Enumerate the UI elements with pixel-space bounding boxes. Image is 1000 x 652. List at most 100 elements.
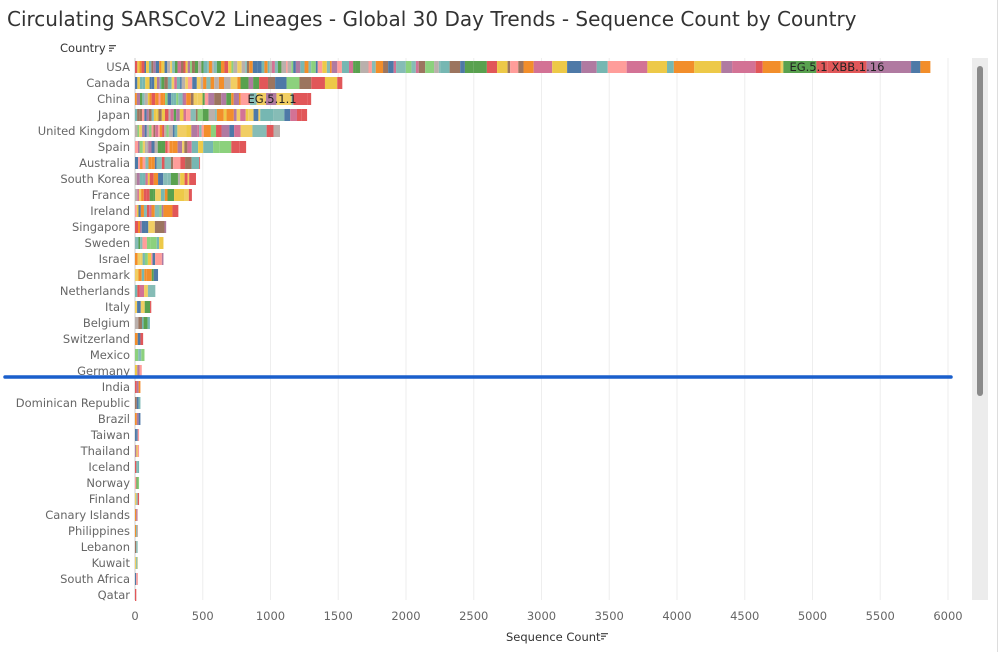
bar-segment[interactable] [148, 221, 155, 233]
bar-segment[interactable] [135, 77, 138, 89]
bar[interactable] [135, 589, 137, 601]
bar-segment[interactable] [136, 493, 138, 505]
bar-segment[interactable] [136, 525, 138, 537]
bar-segment[interactable] [188, 189, 192, 201]
bar-segment[interactable] [375, 61, 384, 73]
bar-segment[interactable] [167, 173, 171, 185]
bar-segment[interactable] [510, 61, 519, 73]
bar-segment[interactable] [177, 125, 181, 137]
bar-segment[interactable] [694, 61, 722, 73]
bar-segment[interactable] [257, 61, 262, 73]
bar-segment[interactable] [135, 413, 137, 425]
bar-segment[interactable] [144, 125, 147, 137]
bar-segment[interactable] [147, 253, 151, 265]
bar-segment[interactable] [137, 77, 140, 89]
bar-segment[interactable] [291, 93, 294, 105]
bar-segment[interactable] [216, 61, 221, 73]
bar-segment[interactable] [187, 61, 191, 73]
bar-segment[interactable] [155, 125, 159, 137]
bar-segment[interactable] [163, 173, 168, 185]
bar-segment[interactable] [920, 61, 931, 73]
bar-segment[interactable] [135, 365, 138, 377]
bar[interactable] [135, 541, 138, 553]
bar-segment[interactable] [147, 285, 156, 297]
bar-segment[interactable] [145, 157, 149, 169]
bar-segment[interactable] [146, 109, 149, 121]
bar-segment[interactable] [201, 125, 204, 137]
bar-segment[interactable] [199, 157, 201, 169]
bar-segment[interactable] [135, 205, 137, 217]
bar-segment[interactable] [172, 205, 179, 217]
bar-segment[interactable] [233, 61, 238, 73]
bar-segment[interactable] [208, 93, 215, 105]
bar-segment[interactable] [278, 61, 282, 73]
bar-segment[interactable] [153, 125, 156, 137]
bar-segment[interactable] [151, 269, 154, 281]
bar-segment[interactable] [203, 77, 207, 89]
bar-segment[interactable] [393, 61, 397, 73]
bar-segment[interactable] [176, 109, 180, 121]
bar-segment[interactable] [135, 301, 138, 313]
bar-segment[interactable] [151, 157, 155, 169]
bar-segment[interactable] [267, 77, 276, 89]
bar[interactable] [135, 429, 140, 441]
bar-segment[interactable] [165, 141, 168, 153]
bar-segment[interactable] [137, 61, 140, 73]
bar-segment[interactable] [137, 285, 140, 297]
bar-segment[interactable] [149, 205, 152, 217]
bar-segment[interactable] [460, 61, 465, 73]
bar[interactable] [135, 413, 141, 425]
bar-segment[interactable] [159, 237, 164, 249]
bar-segment[interactable] [135, 93, 137, 105]
bar-segment[interactable] [207, 61, 209, 73]
bar-segment[interactable] [245, 61, 247, 73]
bar-segment[interactable] [142, 253, 145, 265]
bar-segment[interactable] [287, 61, 292, 73]
bar-segment[interactable] [154, 77, 157, 89]
bar-segment[interactable] [161, 141, 166, 153]
bar[interactable] [135, 301, 152, 313]
bar-segment[interactable] [607, 61, 627, 73]
bar-segment[interactable] [149, 173, 154, 185]
bar-segment[interactable] [138, 269, 142, 281]
bar-segment[interactable] [783, 61, 817, 73]
bar-segment[interactable] [147, 93, 150, 105]
bar-segment[interactable] [135, 557, 137, 569]
bar-segment[interactable] [136, 397, 139, 409]
bar-segment[interactable] [140, 253, 143, 265]
bar-segment[interactable] [266, 125, 274, 137]
bar-segment[interactable] [178, 93, 183, 105]
bar-segment[interactable] [777, 61, 781, 73]
bar-segment[interactable] [523, 61, 534, 73]
bar-segment[interactable] [151, 109, 154, 121]
bar-segment[interactable] [137, 461, 140, 473]
bar-segment[interactable] [159, 125, 163, 137]
bar-segment[interactable] [202, 93, 205, 105]
bar[interactable] [135, 157, 201, 169]
bar-segment[interactable] [203, 61, 208, 73]
bar-segment[interactable] [149, 125, 152, 137]
bar-segment[interactable] [201, 61, 204, 73]
bar-segment[interactable] [135, 349, 139, 361]
bar-segment[interactable] [440, 61, 450, 73]
bar-segment[interactable] [230, 77, 238, 89]
bar-segment[interactable] [202, 109, 209, 121]
bar-segment[interactable] [136, 477, 138, 489]
bar-segment[interactable] [139, 61, 142, 73]
bar-segment[interactable] [139, 141, 143, 153]
bar-segment[interactable] [135, 541, 137, 553]
bar-segment[interactable] [172, 125, 175, 137]
bar-segment[interactable] [191, 141, 199, 153]
bar-segment[interactable] [135, 189, 138, 201]
bar-segment[interactable] [140, 333, 144, 345]
bar-segment[interactable] [138, 157, 141, 169]
bar-segment[interactable] [353, 61, 356, 73]
bar-segment[interactable] [198, 141, 204, 153]
bar-segment[interactable] [187, 173, 190, 185]
bar-segment[interactable] [383, 61, 389, 73]
bar-segment[interactable] [220, 61, 225, 73]
bar-segment[interactable] [136, 205, 139, 217]
bar-segment[interactable] [233, 93, 239, 105]
bar-segment[interactable] [135, 61, 138, 73]
bar-segment[interactable] [161, 253, 164, 265]
